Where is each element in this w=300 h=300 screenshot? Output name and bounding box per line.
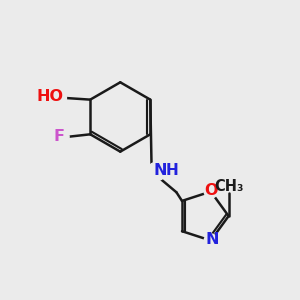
Text: HO: HO (37, 89, 64, 104)
Circle shape (57, 131, 69, 143)
Text: O: O (204, 183, 218, 198)
Text: F: F (54, 130, 65, 145)
Text: N: N (154, 163, 167, 178)
Text: N: N (206, 232, 219, 247)
Text: H: H (166, 163, 178, 178)
Circle shape (147, 162, 166, 181)
Circle shape (204, 185, 218, 198)
Circle shape (204, 234, 218, 247)
Circle shape (55, 92, 67, 104)
Text: CH₃: CH₃ (214, 179, 244, 194)
